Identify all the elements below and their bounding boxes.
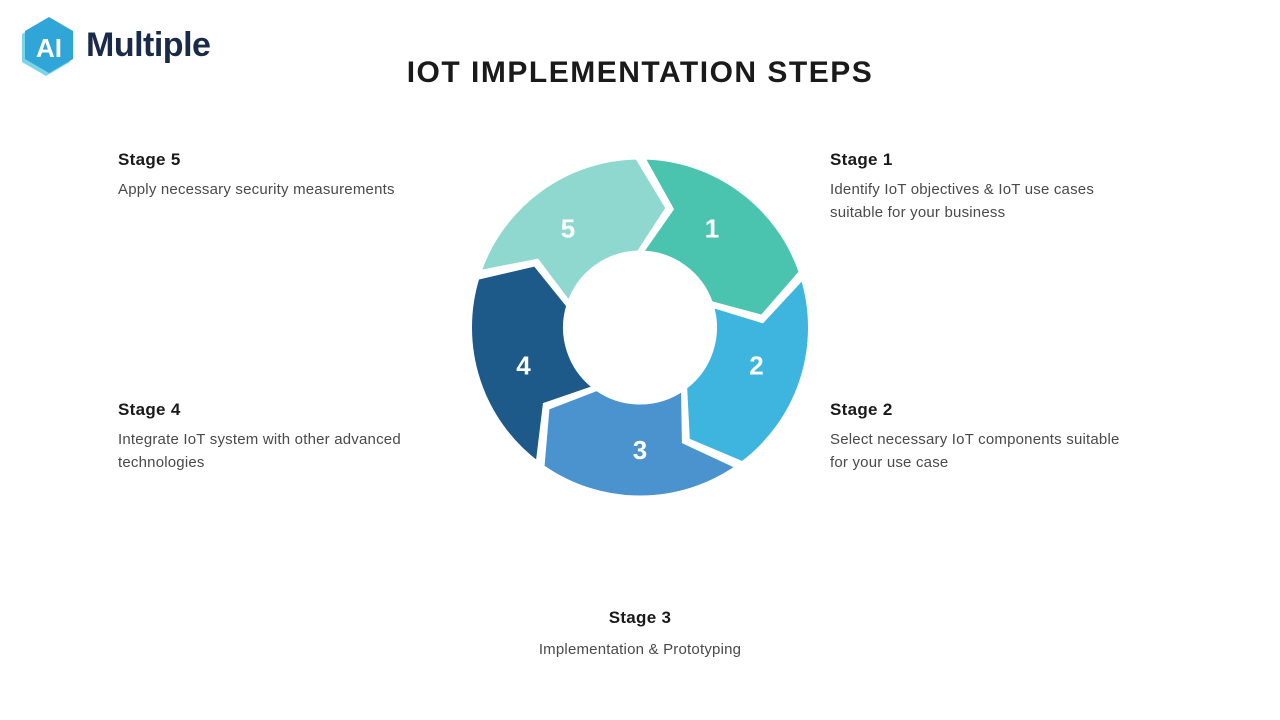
cycle-segment-number-4: 4	[516, 350, 531, 380]
stage-1-desc: Identify IoT objectives & IoT use cases …	[830, 178, 1130, 225]
stage-4-block: Stage 4 Integrate IoT system with other …	[118, 400, 418, 475]
cycle-segment-number-3: 3	[633, 435, 647, 465]
cycle-segment-number-2: 2	[749, 350, 763, 380]
stage-3-heading: Stage 3	[0, 608, 1280, 628]
stage-5-desc: Apply necessary security measurements	[118, 178, 395, 201]
stage-1-block: Stage 1 Identify IoT objectives & IoT us…	[830, 150, 1130, 225]
stage-2-desc: Select necessary IoT components suitable…	[830, 428, 1130, 475]
cycle-center	[566, 254, 714, 402]
stage-3-block: Stage 3 Implementation & Prototyping	[0, 608, 1280, 661]
stage-2-heading: Stage 2	[830, 400, 1130, 420]
stage-5-block: Stage 5 Apply necessary security measure…	[118, 150, 395, 201]
stage-4-desc: Integrate IoT system with other advanced…	[118, 428, 418, 475]
stage-5-heading: Stage 5	[118, 150, 395, 170]
page-title: IOT IMPLEMENTATION STEPS	[0, 56, 1280, 90]
cycle-chart: 1 2 3 4 5	[450, 138, 830, 523]
stage-2-block: Stage 2 Select necessary IoT components …	[830, 400, 1130, 475]
cycle-segment-number-5: 5	[561, 213, 575, 243]
cycle-segment-number-1: 1	[705, 213, 719, 243]
stage-4-heading: Stage 4	[118, 400, 418, 420]
stage-3-desc: Implementation & Prototyping	[0, 638, 1280, 661]
stage-1-heading: Stage 1	[830, 150, 1130, 170]
cycle-chart-svg: 1 2 3 4 5	[450, 138, 830, 518]
